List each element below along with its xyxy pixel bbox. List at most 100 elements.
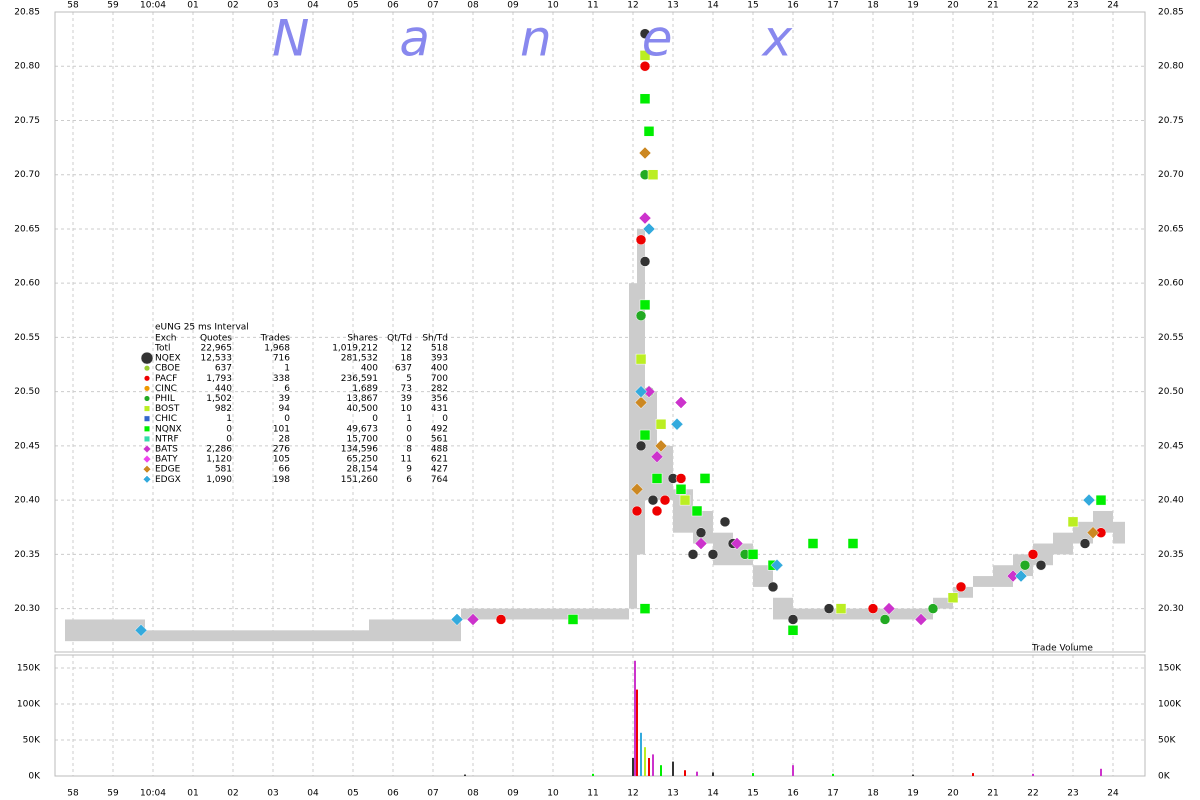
x-tick-label: 05 [347, 789, 358, 799]
legend-marker [140, 351, 154, 365]
legend-cell: Totl [154, 344, 171, 354]
legend-cell: 282 [431, 384, 448, 394]
legend-marker [142, 454, 152, 464]
legend-entry: CHIC [155, 414, 177, 424]
y-tick-label: 20.70 [14, 170, 40, 180]
legend-cell: 0 [372, 414, 378, 424]
legend-cell: 101 [273, 424, 290, 434]
trade-marker [643, 126, 655, 137]
x-tick-label: 17 [827, 1, 838, 11]
y-tick-label: 100K [17, 699, 41, 709]
y-tick-label: 20.85 [1158, 8, 1184, 18]
legend-marker [143, 375, 151, 382]
trade-marker [867, 603, 879, 614]
trade-marker [639, 28, 651, 39]
x-tick-label: 23 [1067, 789, 1078, 799]
y-tick-label: 20.40 [1158, 496, 1184, 506]
trade-marker [1082, 493, 1096, 507]
trade-marker [134, 623, 148, 637]
legend-cell: 1,793 [206, 374, 232, 384]
legend-cell: 5 [406, 374, 412, 384]
nbbo-band [629, 283, 637, 609]
trade-marker [639, 299, 651, 311]
trade-marker [650, 450, 664, 464]
legend-cell: 637 [395, 364, 412, 374]
y-tick-label: 100K [1158, 699, 1182, 709]
legend-cell: 6 [284, 384, 290, 394]
legend-cell: 440 [215, 384, 232, 394]
trade-marker [770, 558, 784, 572]
legend-cell: 0 [406, 424, 412, 434]
trade-marker [847, 538, 859, 549]
trade-marker [927, 603, 939, 614]
legend-cell: 1,019,212 [332, 344, 378, 354]
trade-marker [639, 256, 651, 267]
nbbo-band [953, 586, 973, 598]
legend-cell: 66 [279, 465, 291, 475]
x-tick-label: 24 [1107, 1, 1119, 11]
volume-bar [632, 757, 634, 776]
y-tick-label: 20.70 [1158, 170, 1184, 180]
trade-marker [835, 603, 847, 614]
trade-marker [695, 527, 707, 538]
legend-header: Exch [155, 334, 177, 344]
legend-cell: 18 [401, 354, 413, 364]
legend-cell: 0 [226, 424, 232, 434]
legend-cell: 581 [215, 465, 232, 475]
x-tick-label: 08 [467, 1, 479, 11]
trade-marker [882, 602, 896, 615]
legend-marker [142, 444, 152, 454]
trade-marker [651, 473, 663, 484]
y-tick-label: 20.50 [1158, 387, 1184, 397]
y-tick-label: 20.40 [14, 496, 40, 506]
legend-entry: PACF [155, 374, 177, 384]
legend-cell: 400 [361, 364, 378, 374]
legend-cell: 276 [273, 445, 290, 455]
trade-marker [787, 625, 799, 636]
nbbo-band [753, 565, 773, 587]
legend-cell: 105 [273, 455, 290, 465]
trade-marker [630, 482, 644, 496]
trade-marker [647, 169, 659, 180]
trade-marker [567, 614, 579, 625]
legend-cell: 49,673 [347, 424, 379, 434]
volume-bar [634, 660, 636, 776]
x-tick-label: 04 [307, 789, 319, 799]
volume-frame [54, 654, 1146, 777]
y-tick-label: 20.65 [14, 224, 40, 234]
nbbo-band [913, 608, 933, 620]
x-tick-label: 16 [787, 1, 799, 11]
x-tick-label: 58 [67, 789, 79, 799]
legend-cell: 400 [431, 364, 448, 374]
legend-cell: 0 [442, 414, 448, 424]
legend-cell: 15,700 [347, 434, 379, 444]
legend-cell: 431 [431, 404, 448, 414]
trade-marker [638, 211, 652, 225]
legend-cell: 8 [406, 445, 412, 455]
legend-cell: 73 [401, 384, 412, 394]
trade-marker [639, 603, 651, 614]
nbbo-band [65, 619, 145, 642]
x-tick-label: 05 [347, 1, 358, 11]
legend-header: Shares [347, 334, 378, 344]
legend-marker [143, 365, 151, 372]
nbbo-band [1073, 521, 1093, 544]
trade-marker [639, 429, 651, 441]
trade-marker [639, 50, 651, 61]
trade-marker [642, 222, 656, 236]
volume-bar [1032, 773, 1034, 776]
volume-bar [644, 747, 646, 776]
trade-marker [466, 613, 480, 626]
legend-cell: 0 [226, 434, 232, 444]
trade-marker [807, 538, 819, 549]
trade-marker [1019, 559, 1031, 571]
y-tick-label: 0K [1158, 772, 1171, 782]
nbbo-band [1113, 521, 1125, 544]
trade-marker [947, 592, 959, 604]
x-tick-label: 16 [787, 789, 799, 799]
legend-cell: 134,596 [341, 445, 378, 455]
legend-cell: 0 [284, 414, 290, 424]
legend-cell: 39 [401, 394, 413, 404]
volume-bar [652, 754, 654, 776]
y-tick-label: 20.85 [14, 8, 40, 18]
